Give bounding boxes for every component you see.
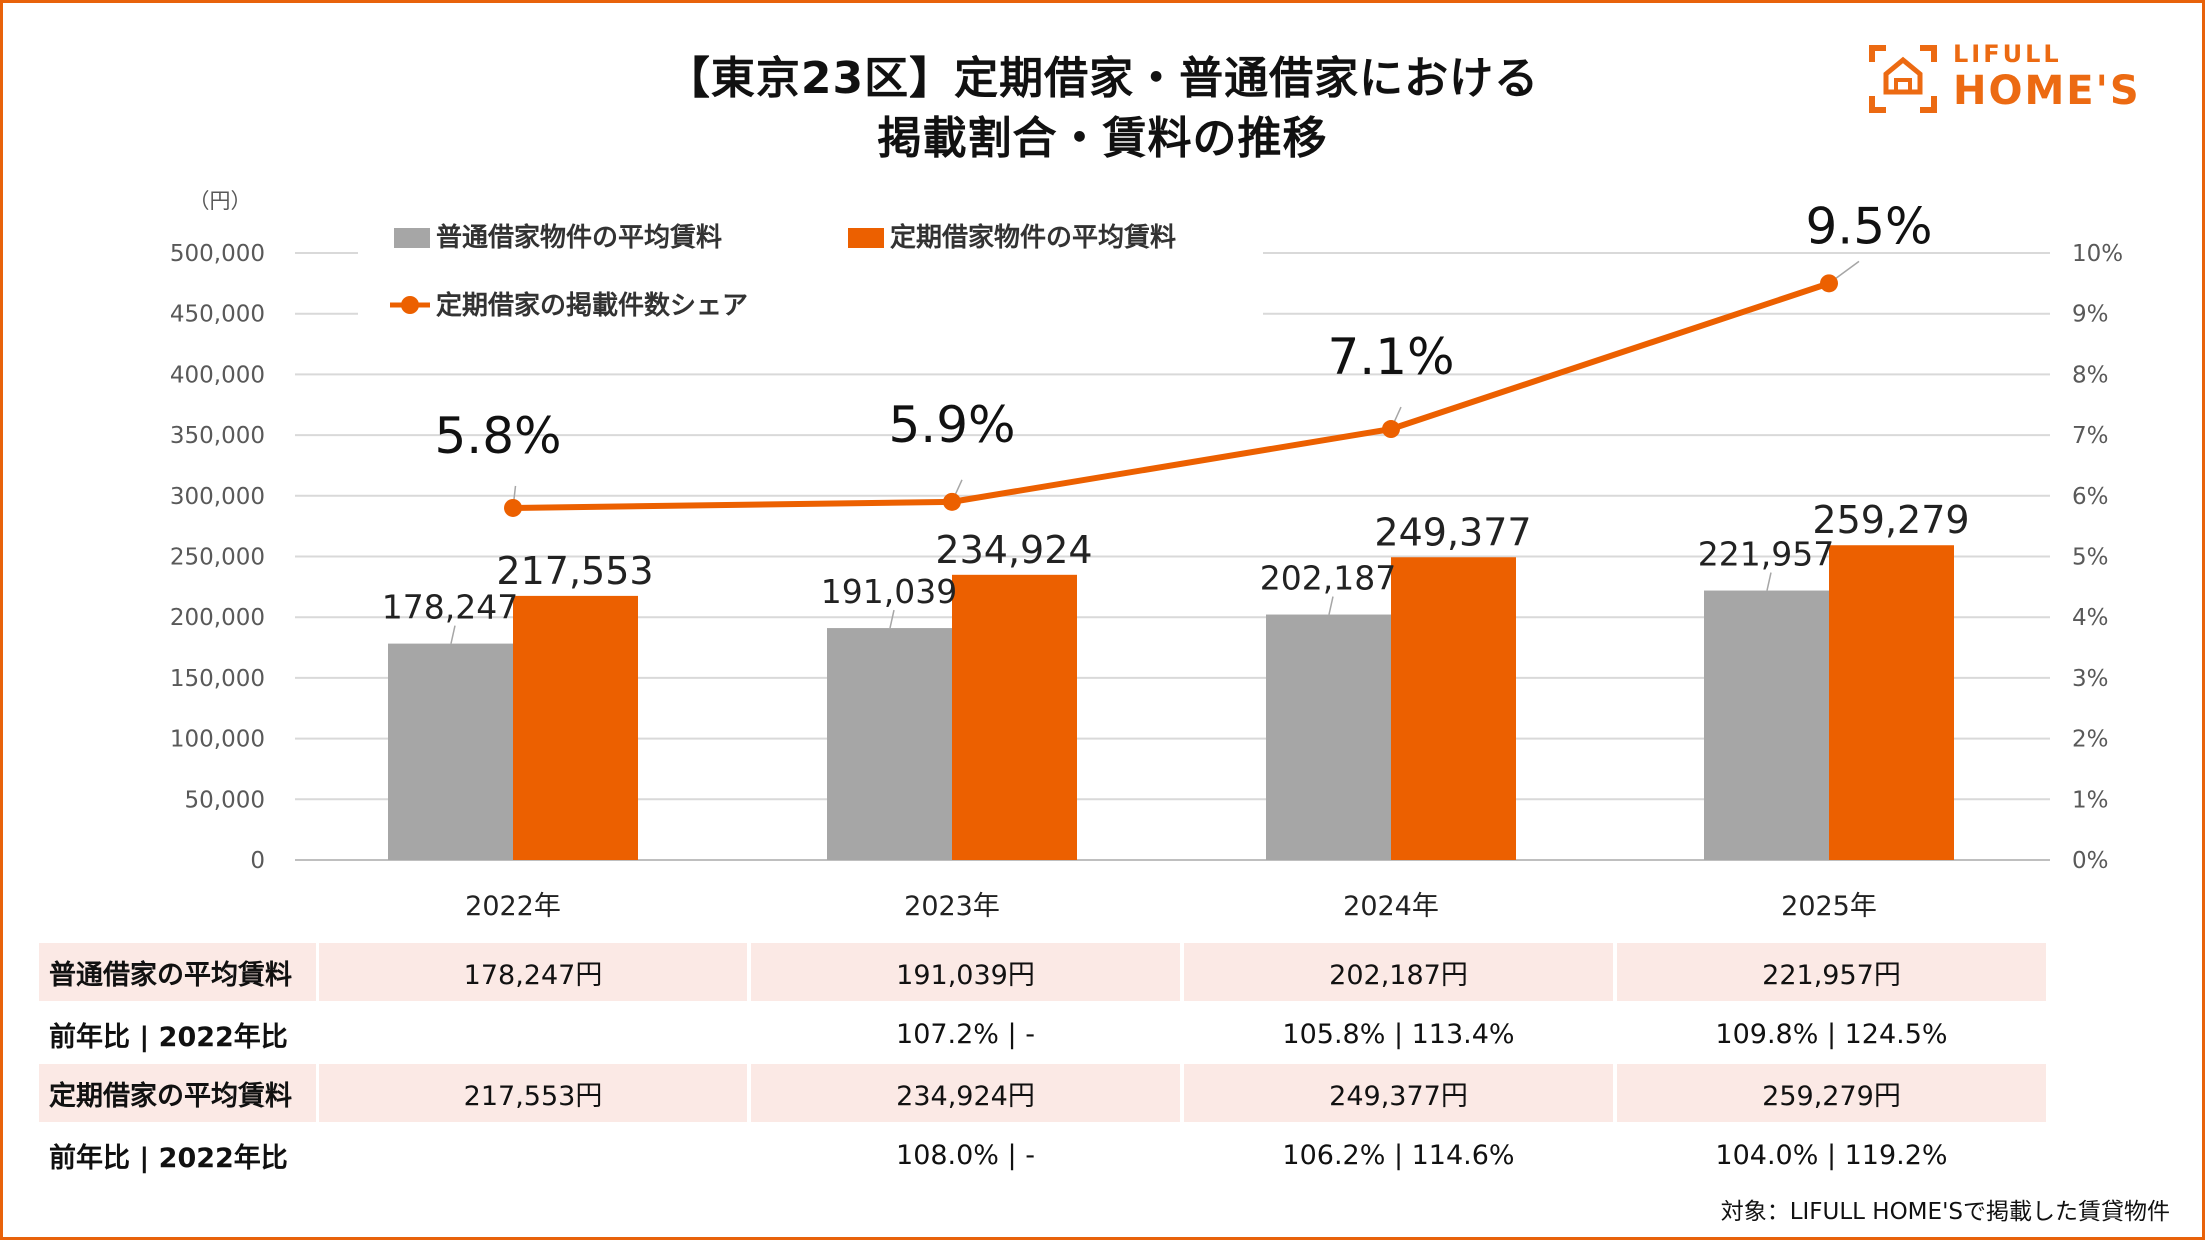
legend-backdrop [358, 205, 1263, 335]
y-tick-label: 500,000 [170, 241, 265, 267]
y2-tick-label: 1% [2072, 787, 2109, 813]
x-tick-label: 2024年 [1343, 891, 1439, 922]
table-row-label: 普通借家の平均賃料 [39, 943, 316, 1001]
table-cell [319, 1126, 747, 1184]
table-cell: 178,247円 [319, 943, 747, 1001]
line-value-label: 5.8% [434, 407, 561, 465]
x-tick-label: 2025年 [1781, 891, 1877, 922]
table-cell: 234,924円 [751, 1064, 1180, 1122]
table-cell: 108.0% | - [896, 1139, 1035, 1171]
bar-普通借家物件の平均賃料 [1704, 590, 1829, 860]
y2-tick-label: 7% [2072, 423, 2109, 449]
leader-line [889, 609, 895, 629]
bar-value-label: 178,247 [382, 588, 518, 627]
table-cell: 104.0% | 119.2% [1715, 1139, 1948, 1171]
table-cell: 191,039円 [751, 943, 1180, 1001]
line-point [504, 498, 522, 517]
y-unit-label: （円） [189, 189, 252, 213]
bar-普通借家物件の平均賃料 [827, 628, 952, 860]
legend-swatch-gray [394, 228, 430, 248]
leader-line [1766, 572, 1772, 591]
chart: 0 0% 50,000 1% 100,000 2% 150,000 3% 200,000 4% 25… [170, 189, 2123, 922]
line-value-label: 9.5% [1805, 197, 1932, 255]
line-point [1382, 420, 1400, 439]
logo-text-lifull: LIFULL [1953, 40, 2062, 68]
y2-tick-label: 9% [2072, 302, 2109, 328]
y2-tick-label: 4% [2072, 605, 2109, 631]
bar-value-label: 249,377 [1374, 510, 1531, 554]
table-cell: 249,377円 [1184, 1064, 1613, 1122]
legend-label: 普通借家物件の平均賃料 [436, 222, 722, 253]
chart-title-line1: 【東京23区】定期借家・普通借家における [665, 53, 1540, 104]
footnote: 対象：LIFULL HOME'Sで掲載した賃貸物件 [1720, 1199, 2170, 1225]
y-tick-label: 0 [250, 848, 265, 874]
bar-value-label: 221,957 [1698, 535, 1834, 574]
legend-label: 定期借家物件の平均賃料 [890, 222, 1176, 253]
bar-定期借家物件の平均賃料 [1829, 545, 1954, 860]
table-cell: 105.8% | 113.4% [1282, 1018, 1515, 1050]
bar-定期借家物件の平均賃料 [952, 574, 1077, 860]
bar-value-label: 217,553 [496, 549, 653, 593]
table-cell: 259,279円 [1617, 1064, 2046, 1122]
lifull-homes-logo: LIFULL HOME'S [1868, 40, 2148, 120]
bar-普通借家物件の平均賃料 [388, 643, 513, 860]
y-tick-label: 50,000 [185, 787, 265, 813]
line-series [512, 280, 1830, 511]
bar-value-label: 259,279 [1812, 498, 1969, 542]
y2-tick-label: 2% [2072, 727, 2109, 753]
bar-value-label: 191,039 [821, 572, 957, 611]
house-icon [1869, 45, 1937, 113]
legend-swatch-orange [848, 228, 884, 248]
table-cell: 107.2% | - [896, 1018, 1035, 1050]
legend-label: 定期借家の掲載件数シェア [436, 290, 748, 321]
line-point [1820, 274, 1838, 293]
y2-tick-label: 0% [2072, 848, 2109, 874]
legend-marker [401, 296, 419, 314]
bar-定期借家物件の平均賃料 [513, 595, 638, 860]
table-cell: 217,553円 [319, 1064, 747, 1122]
line-value-label: 5.9% [888, 396, 1015, 454]
y2-tick-label: 6% [2072, 484, 2109, 510]
line-point [943, 492, 961, 511]
table-row-label: 定期借家の平均賃料 [39, 1064, 316, 1122]
bar-定期借家物件の平均賃料 [1391, 557, 1516, 860]
logo-text-homes: HOME'S [1953, 68, 2141, 114]
leader-line [450, 625, 456, 644]
table-row-label: 前年比 | 2022年比 [49, 1021, 288, 1053]
bar-value-label: 202,187 [1260, 559, 1396, 598]
y-tick-label: 250,000 [170, 545, 265, 571]
y-tick-label: 200,000 [170, 605, 265, 631]
table-cell [319, 1005, 747, 1063]
y2-tick-label: 8% [2072, 362, 2109, 388]
y-tick-label: 300,000 [170, 484, 265, 510]
y-tick-label: 450,000 [170, 302, 265, 328]
line-value-label: 7.1% [1327, 328, 1454, 386]
table-row-label: 前年比 | 2022年比 [49, 1142, 288, 1174]
x-tick-label: 2023年 [904, 891, 1000, 922]
table-cell: 221,957円 [1617, 943, 2046, 1001]
y2-tick-label: 10% [2072, 241, 2123, 267]
leader-line [1328, 596, 1334, 615]
table-cell: 109.8% | 124.5% [1715, 1018, 1948, 1050]
y2-tick-label: 5% [2072, 545, 2109, 571]
bar-普通借家物件の平均賃料 [1266, 614, 1391, 860]
y-tick-label: 350,000 [170, 423, 265, 449]
bar-value-label: 234,924 [935, 528, 1092, 572]
y-tick-label: 150,000 [170, 666, 265, 692]
chart-title-line2: 掲載割合・賃料の推移 [877, 113, 1328, 164]
y-tick-label: 400,000 [170, 362, 265, 388]
table-cell: 106.2% | 114.6% [1282, 1139, 1515, 1171]
y2-tick-label: 3% [2072, 666, 2109, 692]
table-cell: 202,187円 [1184, 943, 1613, 1001]
y-tick-label: 100,000 [170, 727, 265, 753]
x-tick-label: 2022年 [465, 891, 561, 922]
